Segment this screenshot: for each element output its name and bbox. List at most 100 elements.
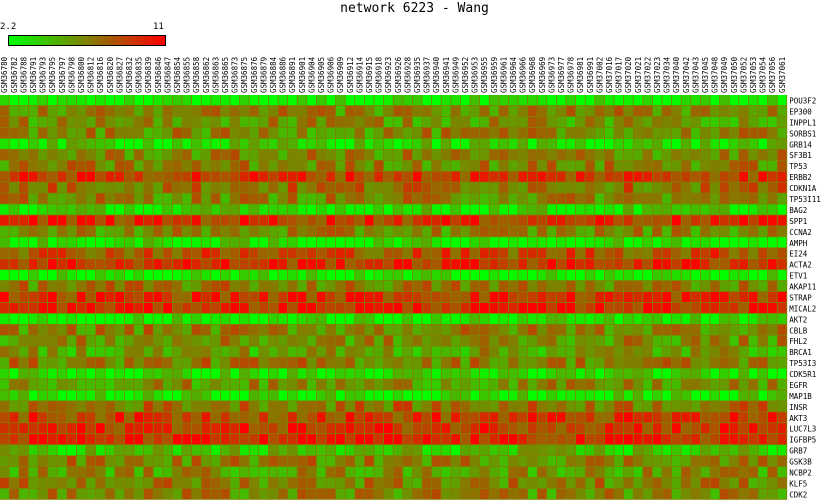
heatmap-cell xyxy=(115,335,124,346)
heatmap-cell xyxy=(278,105,288,117)
heatmap-cell xyxy=(729,335,739,346)
heatmap-cell xyxy=(76,357,86,368)
heatmap-cell xyxy=(508,204,518,215)
heatmap-cell xyxy=(729,270,739,281)
heatmap-cell xyxy=(76,259,86,270)
heatmap-cell xyxy=(374,401,384,412)
heatmap-cell xyxy=(259,324,268,335)
heatmap-cell xyxy=(326,456,336,467)
heatmap-cell xyxy=(576,215,585,226)
heatmap-cell xyxy=(316,445,326,456)
column-label: GSM37016 xyxy=(605,56,614,93)
heatmap-cell xyxy=(768,390,777,401)
heatmap-cell xyxy=(691,160,700,171)
heatmap-cell xyxy=(460,368,470,379)
heatmap-cell xyxy=(326,445,336,456)
heatmap-cell xyxy=(115,401,124,412)
heatmap-cell xyxy=(518,466,528,478)
heatmap-cell xyxy=(576,390,585,401)
heatmap-cell xyxy=(768,182,777,193)
heatmap-cell xyxy=(86,368,96,379)
heatmap-cell xyxy=(422,248,432,259)
heatmap-cell xyxy=(480,390,489,401)
heatmap-cell xyxy=(441,445,451,456)
heatmap-cell xyxy=(9,127,19,138)
heatmap-cell xyxy=(441,149,451,160)
heatmap-cell xyxy=(393,346,403,357)
heatmap-cell xyxy=(172,488,182,499)
heatmap-cell xyxy=(729,259,739,270)
heatmap-cell xyxy=(700,302,710,313)
heatmap-cell xyxy=(739,95,748,106)
heatmap-cell xyxy=(316,226,326,237)
heatmap-cell xyxy=(777,357,787,368)
heatmap-cell xyxy=(614,248,624,259)
heatmap-cell xyxy=(547,357,556,368)
heatmap-cell xyxy=(556,477,566,489)
heatmap-cell xyxy=(192,95,201,106)
heatmap-cell xyxy=(720,368,729,379)
heatmap-cell xyxy=(595,226,604,237)
heatmap-cell xyxy=(700,379,710,390)
heatmap-cell xyxy=(710,379,720,390)
heatmap-cell xyxy=(662,368,672,379)
heatmap-cell xyxy=(643,357,652,368)
heatmap-cell xyxy=(201,193,211,204)
heatmap-cell xyxy=(624,182,633,193)
heatmap-cell xyxy=(691,270,700,281)
heatmap-cell xyxy=(556,160,566,171)
row-label: GRB14 xyxy=(789,140,812,149)
heatmap-cell xyxy=(547,456,556,467)
heatmap-cell xyxy=(182,280,192,292)
heatmap-cell xyxy=(393,182,403,193)
column-label: GSM36969 xyxy=(538,57,547,93)
heatmap-cell xyxy=(211,138,220,149)
heatmap-cell xyxy=(240,149,249,160)
heatmap-cell xyxy=(259,445,268,456)
heatmap-cell xyxy=(537,127,547,138)
heatmap-cell xyxy=(134,215,144,226)
heatmap-cell xyxy=(259,401,268,412)
heatmap-cell xyxy=(355,445,364,456)
row-label: SORBS1 xyxy=(789,129,816,138)
heatmap-cell xyxy=(211,379,220,390)
heatmap-cell xyxy=(182,291,192,303)
heatmap-cell xyxy=(144,237,153,248)
heatmap-cell xyxy=(134,313,144,324)
heatmap-cell xyxy=(345,302,355,313)
heatmap-cell xyxy=(38,324,48,335)
heatmap-cell xyxy=(336,149,345,160)
heatmap-cell xyxy=(710,149,720,160)
heatmap-cell xyxy=(345,204,355,215)
heatmap-cell xyxy=(748,346,758,357)
heatmap-cell xyxy=(268,248,278,259)
heatmap-cell xyxy=(537,291,547,303)
heatmap-cell xyxy=(57,368,67,379)
heatmap-cell xyxy=(681,313,691,324)
row-label: IGFBP5 xyxy=(789,436,816,445)
heatmap-cell xyxy=(528,434,537,445)
heatmap-cell xyxy=(672,237,681,248)
heatmap-cell xyxy=(192,270,201,281)
heatmap-cell xyxy=(192,368,201,379)
heatmap-cell xyxy=(163,280,172,292)
heatmap-cell xyxy=(729,138,739,149)
heatmap-cell xyxy=(489,412,499,423)
heatmap-cell xyxy=(268,488,278,499)
heatmap-cell xyxy=(480,466,489,478)
heatmap-cell xyxy=(518,138,528,149)
heatmap-cell xyxy=(489,105,499,117)
heatmap-cell xyxy=(297,270,307,281)
heatmap-cell xyxy=(595,477,604,489)
heatmap-cell xyxy=(499,302,508,313)
heatmap-cell xyxy=(585,280,595,292)
heatmap-cell xyxy=(547,160,556,171)
heatmap-cell xyxy=(240,379,249,390)
heatmap-cell xyxy=(163,477,172,489)
heatmap-cell xyxy=(326,237,336,248)
heatmap-cell xyxy=(297,477,307,489)
heatmap-cell xyxy=(748,204,758,215)
heatmap-cell xyxy=(672,368,681,379)
heatmap-cell xyxy=(643,488,652,499)
heatmap-cell xyxy=(316,280,326,292)
